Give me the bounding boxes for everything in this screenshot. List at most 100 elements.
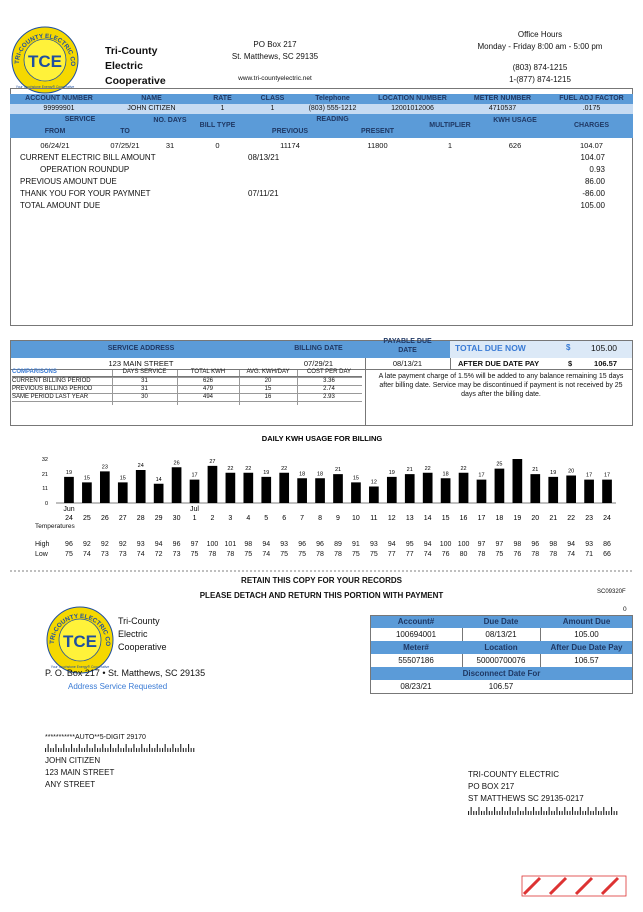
bar: [584, 479, 594, 503]
address: St. Matthews, SC 29135: [231, 52, 319, 61]
x-tick-label: 16: [460, 515, 468, 522]
company: Cooperative: [105, 75, 166, 87]
barcode-bar: [52, 748, 54, 752]
barcode-bar: [89, 748, 91, 752]
high: 96: [65, 541, 73, 548]
value-label: 18: [443, 471, 449, 477]
logo-slogan: Your Touchstone Energy® Cooperative: [51, 665, 110, 669]
values: 4710537: [488, 105, 517, 112]
high: 92: [118, 541, 127, 548]
bar: [171, 467, 182, 503]
low: 75: [280, 551, 289, 558]
barcode-bar: [572, 807, 574, 815]
x-tick-label: 4: [246, 515, 250, 522]
value-label: 15: [84, 475, 90, 481]
low: 77: [387, 551, 396, 558]
after-due: 106.57: [594, 359, 617, 368]
barcode-bar: [553, 811, 555, 815]
value-label: 25: [496, 462, 502, 468]
barcode-bar: [99, 748, 101, 752]
barcode-bar: [564, 807, 566, 815]
rule: [12, 393, 362, 394]
company: Cooperative: [118, 642, 167, 652]
value-label: 18: [299, 471, 305, 477]
after-due-label: AFTER DUE DATE PAY: [458, 359, 540, 368]
values: 1: [220, 105, 225, 112]
disconnect-values: 106.57: [488, 682, 514, 691]
high: 97: [495, 541, 504, 548]
high: 98: [513, 541, 522, 548]
bar: [548, 476, 559, 503]
x-tick-label: 25: [83, 515, 91, 522]
bar: [351, 482, 361, 503]
x-tick-label: 1: [193, 515, 197, 522]
value-label: 22: [245, 466, 251, 472]
low: 73: [100, 551, 109, 558]
detach: PLEASE DETACH AND RETURN THIS PORTION WI…: [199, 591, 444, 600]
watermark-stripe: [574, 876, 594, 896]
headers: KWH USAGE: [493, 117, 537, 124]
rows: SAME PERIOD LAST YEAR: [12, 394, 89, 400]
bar: [476, 479, 487, 503]
value-band: [10, 104, 633, 114]
header-band: [10, 94, 633, 104]
watermark-stripe: [548, 876, 568, 896]
barcode-bar: [613, 811, 615, 815]
barcode-bar: [47, 744, 49, 752]
high: 91: [352, 541, 360, 548]
barcode-bar: [538, 811, 540, 815]
headers: DAYS SERVICE: [122, 369, 167, 375]
x-tick-label: 9: [336, 515, 340, 522]
x-tick-label: 5: [264, 515, 268, 522]
total-due: 105.00: [591, 343, 617, 353]
watermark-stripe: [522, 876, 542, 896]
barcode-bar: [175, 748, 177, 752]
company: Electric: [105, 60, 143, 72]
barcode-bar: [112, 748, 114, 752]
watermark-stripe: [600, 876, 620, 896]
desc: TOTAL AMOUNT DUE: [20, 201, 101, 210]
bar: [153, 483, 164, 503]
low: 73: [118, 551, 127, 558]
value-label: 21: [532, 467, 538, 473]
headers: PREVIOUS: [271, 128, 309, 135]
to: JOHN CITIZEN: [45, 756, 101, 765]
rows: PREVIOUS BILLING PERIOD: [12, 386, 93, 392]
x-tick-label: 17: [478, 515, 486, 522]
barcode-bar: [190, 748, 192, 752]
value-label: 19: [66, 470, 72, 476]
bar: [530, 474, 541, 503]
value-label: 18: [317, 471, 323, 477]
disconnect-values: 08/23/21: [400, 682, 432, 691]
value-label: 19: [263, 470, 269, 476]
values: 1: [270, 105, 275, 112]
values: 1: [447, 141, 453, 150]
barcode-bar: [193, 748, 195, 752]
barcode-bar: [494, 807, 496, 815]
barcode-bar: [185, 748, 187, 752]
high: 100: [439, 541, 452, 548]
barcode-bar: [473, 811, 475, 815]
headers: CHARGES: [573, 122, 609, 129]
value-label: 17: [478, 473, 484, 479]
high: 86: [603, 541, 611, 548]
x-tick-label: 13: [406, 515, 414, 522]
x-tick-label: 29: [155, 515, 163, 522]
value-label: 15: [120, 475, 126, 481]
y-tick-label: 21: [42, 472, 48, 478]
low: 78: [549, 551, 558, 558]
barcode-bar: [514, 811, 516, 815]
x-tick-label: 7: [300, 515, 304, 522]
value-label: 19: [389, 470, 395, 476]
company: Tri-County: [118, 616, 160, 626]
value-label: 22: [425, 466, 431, 472]
barcode-bar: [172, 744, 174, 752]
values: (803) 555-1212: [308, 105, 357, 112]
x-tick-label: 23: [585, 515, 593, 522]
barcode-bar: [156, 744, 158, 752]
value-label: 24: [138, 463, 144, 469]
value-label: 19: [550, 470, 556, 476]
value-label: 26: [174, 460, 180, 466]
items-frame: [10, 88, 633, 326]
